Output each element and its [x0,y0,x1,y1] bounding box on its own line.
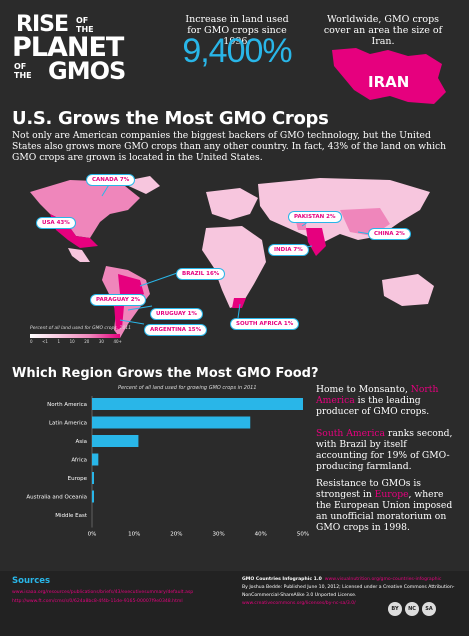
cc-badge-icon: BY [388,602,402,616]
stat-value: 9,400% [182,32,292,70]
title-of-the-2: OF THE [14,62,32,80]
legend-tick: <1 [42,339,48,344]
legend-tick: 1 [57,339,61,344]
credit-block: GMO Countries Infographic 1.0 www.visual… [242,576,462,608]
legend-tick: 10 [69,339,75,344]
map-canada [30,180,140,238]
map-legend-title: Percent of all land used for GMO crops, … [30,326,132,331]
map-label-india: INDIA 7% [268,244,309,256]
credit-line2: By Joshua Bedde: Published June 10, 2012… [242,585,455,590]
note-highlight: Europe [374,489,409,500]
map-europe [206,188,258,220]
map-label-pakistan: PAKISTAN 2% [288,211,342,223]
credit-title: GMO Countries Infographic 1.0 [242,577,322,582]
map-label-south-africa: SOUTH AFRICA 1% [230,318,300,330]
chart-title: Percent of all land used for growing GMO… [118,385,257,391]
title-rise: RISE [16,12,69,37]
category-label: Asia [75,439,87,445]
map-india [306,228,326,256]
note-north-america: Home to Monsanto, North America is the l… [316,384,439,417]
iran-shape-icon [332,48,446,104]
category-label: Europe [68,476,88,482]
bar-chart: North America Latin America Asia Africa Euro… [26,396,309,538]
category-label: Middle East [55,513,88,519]
note-europe: Resistance to GMOs is strongest in Europ… [316,478,453,533]
section-heading-region: Which Region Grows the Most GMO Food? [12,366,319,381]
map-legend-scale [30,334,120,338]
iran-caption: Worldwide, GMO crops cover an area the s… [323,14,443,47]
note-highlight: South America [316,428,386,439]
map-label-brazil: BRAZIL 16% [176,268,226,280]
bar-north-america [92,398,303,410]
credit-url2[interactable]: www.creativecommons.org/licenses/by-nc-s… [242,601,356,606]
x-tick-label: 10% [128,532,140,538]
cc-badge-icon: NC [405,602,419,616]
cc-badges: BY NC SA [388,602,436,616]
map-africa [202,226,266,308]
title-planet: PLANET [12,32,124,63]
bar-latin-america [92,416,251,429]
legend-tick: 40+ [113,339,122,344]
map-south-africa [232,298,246,308]
title-logo: RISE OF THE PLANET OF THE GMOS [12,14,170,84]
legend-tick: 30 [98,339,104,344]
note-highlight: North America [316,384,439,406]
x-tick-label: 50% [297,532,309,538]
bar-asia [92,435,139,447]
source-link-2[interactable]: http://www.ft.com/cms/s/0/624a8bc8-4f4b-… [12,599,183,604]
section-heading-us: U.S. Grows the Most GMO Crops [12,108,329,129]
iran-name: IRAN [368,73,410,91]
x-tick-label: 20% [170,532,182,538]
map-label-uruguay: URUGUAY 1% [150,308,203,320]
bar-africa [92,453,99,466]
legend-tick: 20 [84,339,90,344]
x-tick-label: 0% [88,532,97,538]
map-label-canada: CANADA 7% [86,174,136,186]
map-legend-ticks: 0 <1 1 10 20 30 40+ [30,339,122,344]
map-label-usa: USA 43% [36,217,76,229]
category-label: North America [47,402,87,408]
bar-australia-and-oceania [92,490,94,503]
map-label-argentina: ARGENTINA 15% [144,324,208,336]
bar-europe [92,472,94,484]
sources-heading: Sources [12,576,51,586]
title-gmos: GMOS [48,57,126,85]
source-link-1[interactable]: www.isaaa.org/resources/publications/bri… [12,590,194,595]
map-australia [382,274,434,306]
category-label: Africa [71,458,87,464]
map-label-china: CHINA 2% [368,228,411,240]
intro-paragraph: Not only are American companies the bigg… [12,130,447,163]
title-of-the-1: OF THE [76,16,94,34]
map-label-paraguay: PARAGUAY 2% [90,294,147,306]
map-argentina [114,304,124,330]
legend-tick: 0 [30,339,33,344]
map-pakistan [296,222,306,230]
stat-label: Increase in land used for GMO crops sinc… [185,14,289,47]
note-south-america: South America ranks second, with Brazil … [316,428,453,472]
world-map [30,176,434,338]
x-tick-label: 30% [212,532,224,538]
x-tick-label: 40% [255,532,267,538]
map-mexico [68,248,90,262]
credit-line3: NonCommercial-ShareAlike 3.0 Unported Li… [242,593,357,598]
category-label: Australia and Oceania [26,495,87,501]
credit-url[interactable]: www.visualnutrition.org/gmo-countries-in… [324,577,442,582]
cc-badge-icon: SA [422,602,436,616]
category-label: Latin America [49,421,87,427]
